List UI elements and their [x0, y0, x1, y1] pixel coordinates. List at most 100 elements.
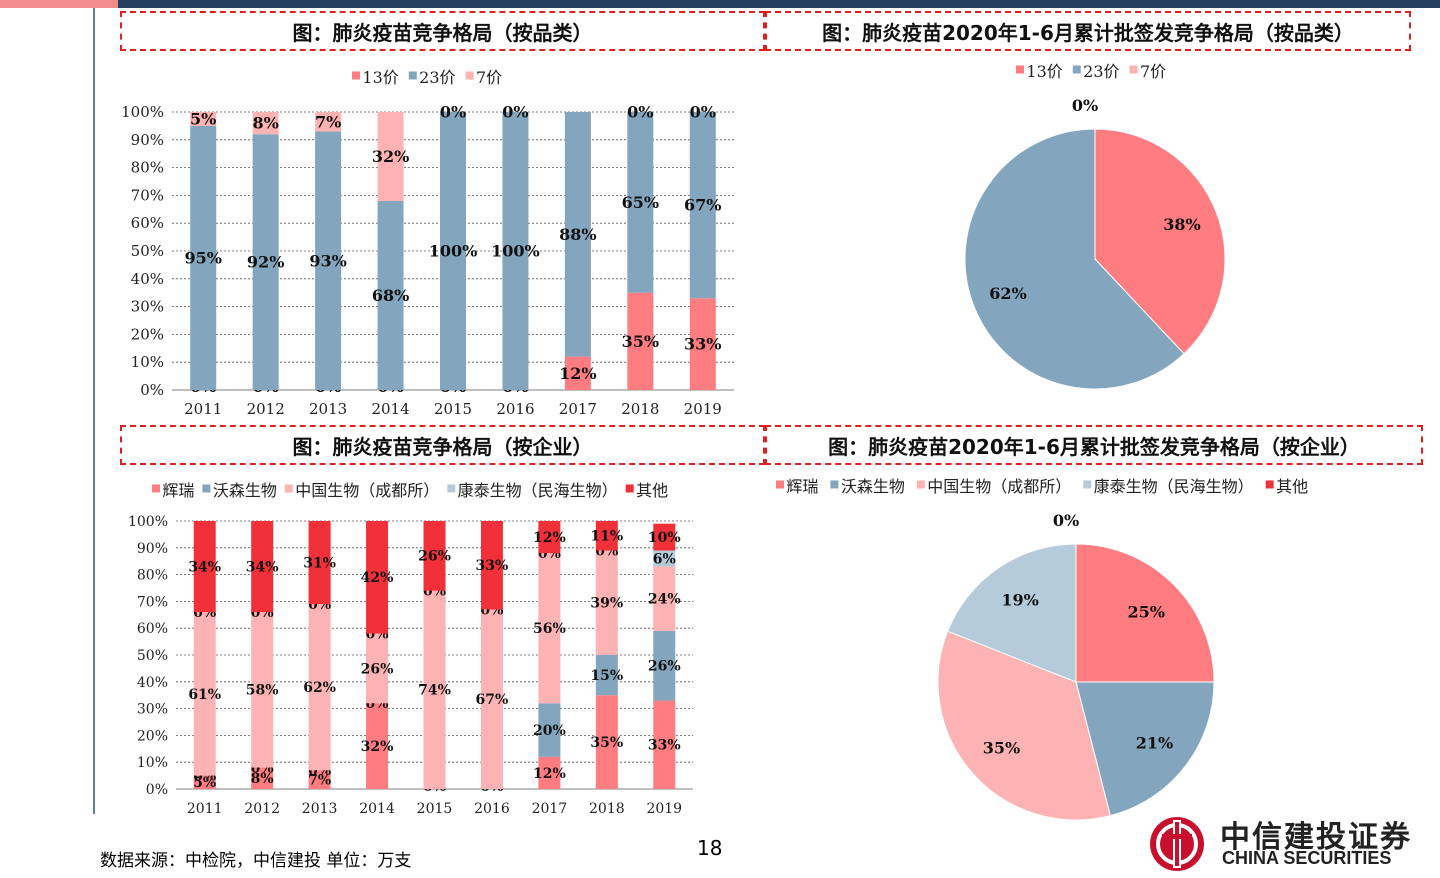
bar-category-xtick-label: 2014	[371, 400, 409, 418]
pie-category-slice	[964, 128, 1185, 390]
legend-label: 沃森生物	[213, 481, 277, 500]
bar-company-data-label: 42%	[361, 570, 394, 586]
bar-category-data-label: 0%	[690, 103, 716, 122]
bar-category-bar	[190, 125, 217, 391]
legend-swatch	[776, 480, 784, 489]
bar-company-bar	[653, 566, 676, 631]
bar-company-xtick-label: 2012	[244, 801, 280, 817]
bar-category-data-label: 88%	[559, 225, 596, 244]
pie-company-data-label: 25%	[1128, 602, 1165, 621]
bar-company-data-label: 74%	[418, 683, 451, 699]
bar-company-bar	[595, 550, 618, 655]
bar-company-xtick-label: 2019	[646, 801, 682, 817]
legend-swatch	[152, 484, 160, 493]
bar-category-data-label: 95%	[184, 249, 221, 268]
bar-company-xtick-label: 2013	[302, 801, 338, 817]
bar-company-bar	[480, 521, 503, 610]
bar-company-data-label: 10%	[648, 530, 681, 546]
bar-company-ytick-label: 100%	[128, 514, 168, 530]
bar-company-bar	[653, 550, 676, 567]
bar-company-data-label: 12%	[533, 530, 566, 546]
legend-label: 康泰生物（民海生物）	[458, 481, 618, 500]
bar-company-data-label: 26%	[648, 659, 681, 675]
bar-company-data-label: 7%	[308, 773, 331, 789]
pie-category-slice	[1094, 128, 1226, 355]
bar-company-data-label: 26%	[418, 549, 451, 565]
bar-company-bar	[595, 655, 618, 696]
pie-category-data-label: 38%	[1163, 215, 1200, 234]
bar-company-bar	[595, 695, 618, 789]
bar-company-ytick-label: 80%	[137, 568, 168, 584]
bar-category-data-label: 100%	[491, 242, 540, 261]
bar-category-ytick-label: 10%	[131, 353, 164, 371]
pie-company-slice	[947, 543, 1077, 683]
bar-company-data-label: 61%	[188, 687, 221, 703]
bar-category-xtick-label: 2011	[184, 400, 222, 418]
legend-swatch	[916, 480, 925, 489]
legend-swatch	[1129, 65, 1138, 74]
bar-category-data-label: 7%	[315, 112, 341, 131]
pie-company-slice	[1075, 543, 1215, 683]
bar-company-ytick-label: 70%	[137, 594, 168, 610]
bar-category-bar	[315, 131, 342, 390]
bar-company-bar	[595, 521, 618, 551]
bar-company-data-label: 62%	[303, 680, 336, 696]
bar-company-bar	[423, 590, 446, 789]
title-bottom-right: 图：肺炎疫苗2020年1-6月累计批签发竞争格局（按企业）	[765, 425, 1423, 465]
top-band-accent	[0, 0, 118, 8]
legend-swatch	[1016, 65, 1024, 74]
legend-label: 中国生物（成都所）	[927, 477, 1071, 496]
bar-category-bar	[502, 112, 529, 390]
bar-company-bar	[251, 521, 274, 613]
bar-company-data-label: 24%	[648, 592, 681, 608]
bar-company-data-label: 34%	[188, 559, 221, 575]
bar-category-xtick-label: 2019	[684, 400, 722, 418]
bar-company-data-label: 67%	[476, 692, 509, 708]
bar-category-data-label: 67%	[684, 196, 721, 215]
bar-company-bar	[480, 609, 503, 789]
bar-category-data-label: 0%	[627, 103, 653, 122]
bar-category-xtick-label: 2018	[621, 400, 659, 418]
bar-category-ytick-label: 40%	[131, 270, 164, 288]
legend-label: 23价	[419, 68, 455, 87]
title-bottom-left: 图：肺炎疫苗竞争格局（按企业）	[120, 425, 765, 465]
bar-category-data-label: 92%	[247, 253, 284, 272]
bar-company-data-label: 32%	[361, 739, 394, 755]
page-number: 18	[697, 836, 723, 860]
bar-company-bar	[308, 604, 331, 771]
bar-category-bar	[377, 112, 404, 201]
bar-company-bar	[366, 633, 389, 704]
bar-category-data-label: 35%	[622, 332, 659, 351]
bar-category-data-label: 100%	[429, 242, 478, 261]
bar-category-bar	[564, 356, 591, 390]
bar-company-data-label: 35%	[590, 735, 623, 751]
bar-company-xtick-label: 2011	[187, 801, 223, 817]
bar-category-bar	[564, 112, 591, 357]
bar-company-data-label: 33%	[476, 558, 509, 574]
source-note: 数据来源：中检院，中信建投 单位：万支	[100, 851, 412, 871]
bar-company-data-label: 33%	[648, 738, 681, 754]
bar-company-bar	[538, 756, 561, 789]
bar-company-ytick-label: 10%	[137, 755, 168, 771]
legend-label: 沃森生物	[841, 477, 905, 496]
bar-category-data-label: 5%	[190, 110, 216, 129]
bar-company-bar	[653, 523, 676, 551]
bar-category-bar	[377, 200, 404, 390]
side-divider	[93, 8, 95, 814]
bar-company-bar	[538, 553, 561, 704]
logo-emblem-icon	[1150, 817, 1204, 871]
bar-category-xtick-label: 2012	[247, 400, 285, 418]
bar-company-bar	[193, 521, 216, 613]
bar-company-ytick-label: 0%	[146, 782, 168, 798]
bar-category-bar	[627, 112, 654, 293]
legend-swatch	[202, 484, 211, 493]
bar-company-data-label: 56%	[533, 621, 566, 637]
bar-company-data-label: 15%	[590, 668, 623, 684]
bar-company-data-label: 12%	[533, 766, 566, 782]
bar-category-xtick-label: 2013	[309, 400, 347, 418]
legend-label: 13价	[362, 68, 398, 87]
legend-label: 7价	[476, 68, 502, 87]
pie-company-data-label: 35%	[983, 738, 1020, 757]
bar-company-data-label: 20%	[533, 723, 566, 739]
bar-company-ytick-label: 20%	[137, 728, 168, 744]
